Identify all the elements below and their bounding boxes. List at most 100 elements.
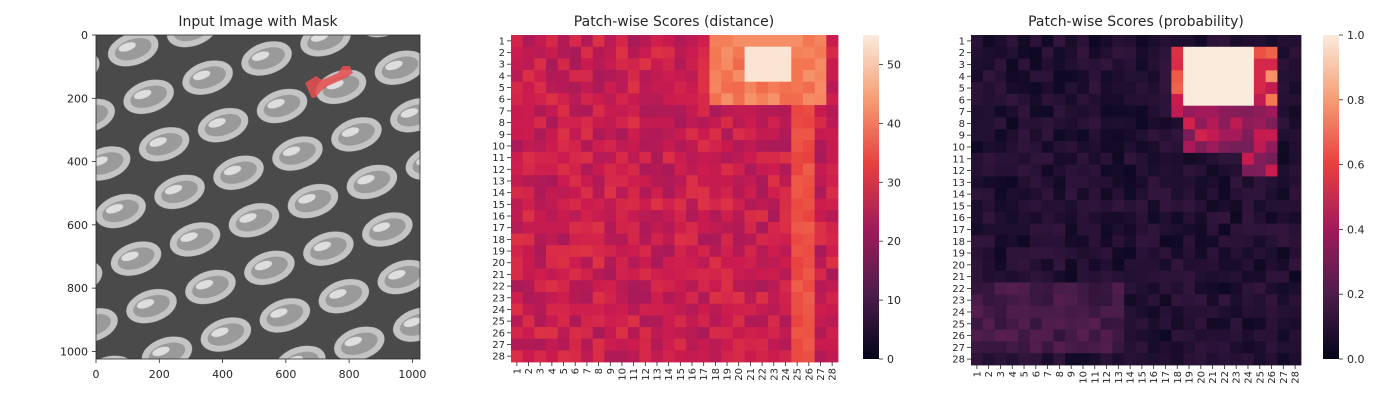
heatmap-cell — [651, 35, 664, 48]
heatmap-cell — [1206, 188, 1219, 201]
heatmap-cell — [1265, 152, 1278, 166]
heatmap-cell — [674, 186, 687, 199]
heatmap-cell — [522, 140, 535, 153]
heatmap-cell — [802, 128, 816, 141]
heatmap-cell — [1194, 35, 1208, 48]
heatmap-cell — [802, 198, 816, 211]
row-label: 12 — [492, 165, 505, 176]
heatmap-cell — [1253, 341, 1267, 354]
heatmap-cell — [686, 315, 699, 328]
heatmap-cell — [971, 294, 984, 307]
heatmap-cell — [686, 46, 699, 59]
heatmap-cell — [557, 175, 570, 188]
heatmap-cell — [697, 128, 710, 141]
heatmap-cell — [1065, 282, 1078, 295]
heatmap-cell — [534, 256, 547, 269]
col-label: 24 — [781, 368, 792, 381]
heatmap-cell — [1018, 188, 1031, 201]
heatmap-cell — [546, 315, 559, 328]
heatmap-cell — [616, 233, 629, 246]
heatmap-cell — [1277, 105, 1290, 118]
heatmap-cell — [534, 233, 547, 246]
heatmap-cell — [1147, 200, 1160, 213]
heatmap-cell — [1006, 176, 1019, 189]
heatmap-cell — [674, 151, 687, 164]
col-label: 23 — [769, 368, 780, 381]
heatmap-cell — [1265, 223, 1278, 236]
heatmap-cell — [1194, 270, 1208, 283]
heatmap-cell — [1136, 93, 1149, 107]
heatmap-cell — [592, 81, 605, 94]
heatmap-cell — [592, 151, 605, 164]
heatmap-cell — [686, 245, 699, 258]
heatmap-cell — [1053, 341, 1066, 354]
heatmap-cell — [814, 245, 827, 258]
heatmap-cell — [1218, 282, 1231, 295]
heatmap-cell — [791, 280, 804, 293]
heatmap-cell — [651, 291, 664, 305]
heatmap-cell — [1053, 46, 1066, 59]
heatmap-cell — [604, 58, 617, 71]
heatmap-cell — [592, 315, 605, 328]
heatmap-cell — [732, 315, 745, 328]
col-label: 21 — [746, 368, 757, 381]
heatmap-cell — [662, 175, 675, 188]
heatmap-cell — [1029, 353, 1043, 366]
heatmap-cell — [616, 210, 629, 223]
heatmap-cell — [1136, 117, 1149, 130]
heatmap-cell — [1124, 294, 1137, 307]
heatmap-cell — [511, 245, 524, 258]
heatmap-cell — [1136, 306, 1149, 319]
col-label: 20 — [1196, 371, 1207, 384]
heatmap-cell — [662, 140, 675, 153]
heatmap-cell — [511, 338, 524, 351]
heatmap-cell — [686, 116, 699, 129]
heatmap-cell — [522, 105, 535, 118]
heatmap-cell — [779, 221, 792, 234]
heatmap-cell — [1242, 258, 1255, 272]
heatmap-cell — [639, 268, 652, 281]
heatmap-cell — [534, 198, 547, 211]
heatmap-cell — [982, 211, 995, 224]
heatmap-cell — [1006, 70, 1019, 83]
heatmap-cell — [522, 81, 535, 94]
heatmap-cell — [1029, 58, 1043, 71]
col-label: 26 — [804, 368, 815, 381]
heatmap-cell — [1088, 353, 1102, 366]
heatmap-cell — [522, 186, 535, 199]
heatmap-cell — [1088, 270, 1102, 283]
heatmap-cell — [1218, 58, 1231, 71]
heatmap-cell — [1147, 82, 1160, 95]
heatmap-cell — [767, 256, 781, 269]
heatmap-cell — [1289, 270, 1302, 283]
heatmap-cell — [814, 93, 827, 106]
heatmap-cell — [522, 151, 535, 164]
colorbar-tick-label: 0 — [887, 353, 894, 366]
heatmap-cell — [1289, 129, 1302, 142]
heatmap-cell — [982, 270, 995, 283]
heatmap-cell — [662, 233, 675, 246]
heatmap-cell — [971, 46, 984, 59]
heatmap-cell — [1088, 82, 1102, 95]
heatmap-cell — [1124, 46, 1137, 59]
heatmap-cell — [1136, 211, 1149, 224]
heatmap-cell — [1171, 82, 1184, 95]
heatmap-cell — [639, 128, 652, 141]
heatmap-cell — [569, 256, 582, 269]
heatmap-cell — [1277, 353, 1290, 366]
heatmap-cell — [686, 280, 699, 293]
heatmap-cell — [581, 128, 594, 141]
heatmap-cell — [1029, 282, 1043, 295]
heatmap-cell — [802, 105, 816, 118]
heatmap-cell — [697, 70, 710, 83]
heatmap-cell — [1147, 341, 1160, 354]
heatmap-cell — [639, 221, 652, 234]
heatmap-cell — [779, 303, 792, 316]
heatmap-cell — [546, 326, 559, 340]
heatmap-cell — [779, 350, 792, 363]
y-tick-label: 1000 — [60, 345, 88, 358]
heatmap-cell — [1100, 353, 1113, 366]
heatmap-cell — [1018, 46, 1031, 59]
heatmap-cell — [697, 58, 710, 71]
heatmap-cell — [971, 176, 984, 189]
